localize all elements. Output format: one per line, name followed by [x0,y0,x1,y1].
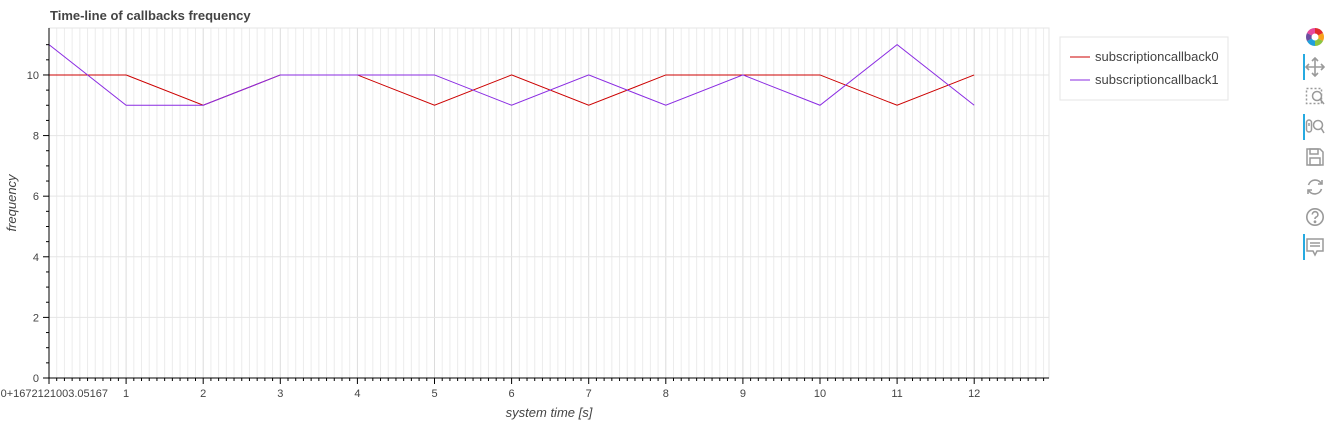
wheel-zoom-tool[interactable] [1300,112,1330,142]
help-tool[interactable] [1300,202,1330,232]
y-tick-label: 2 [33,312,39,324]
pan-icon [1305,57,1325,77]
hover-tool[interactable] [1300,232,1330,262]
x-tick-label: 8 [663,388,669,400]
y-tick-label: 4 [33,252,39,264]
legend-box [1059,36,1229,101]
bokeh-logo-icon [1304,26,1326,48]
help-icon [1305,207,1325,227]
x-tick-label: 12 [968,388,980,400]
reset-icon [1305,177,1325,197]
save-tool[interactable] [1300,142,1330,172]
y-tick-label: 6 [33,191,39,203]
reset-tool[interactable] [1300,172,1330,202]
x-axis-label: system time [s] [506,405,593,420]
series-line-1 [48,44,975,106]
y-tick-label: 8 [33,131,39,143]
y-tick-label: 10 [27,70,39,82]
series-layer [48,44,975,106]
x-tick-label: 4 [354,388,360,400]
y-tick-label: 0 [33,373,39,385]
pan-tool[interactable] [1300,52,1330,82]
legend: subscriptioncallback0 subscriptioncallbac… [1059,36,1229,101]
x-tick-label: 10 [814,388,826,400]
x-tick-label: 2 [200,388,206,400]
x-tick-label: 0+1672121003.05167 [1,388,108,400]
x-tick-label: 3 [277,388,283,400]
legend-label: subscriptioncallback1 [1095,72,1219,87]
x-tick-label: 9 [740,388,746,400]
toolbar [1300,22,1333,262]
box-zoom-icon [1305,87,1325,107]
x-tick-label: 6 [509,388,515,400]
plot-frame [48,27,1050,379]
wheel-zoom-icon [1305,117,1325,137]
x-tick-label: 1 [123,388,129,400]
grid [49,28,1049,378]
legend-label: subscriptioncallback0 [1095,49,1219,64]
x-tick-label: 11 [891,388,902,400]
save-icon [1305,147,1325,167]
x-tick-label: 7 [586,388,592,400]
chart-title: Time-line of callbacks frequency [50,8,251,23]
x-tick-label: 5 [431,388,437,400]
hover-icon [1305,237,1325,257]
box-zoom-tool[interactable] [1300,82,1330,112]
bokeh-logo-tool[interactable] [1300,22,1330,52]
y-axis-label: frequency [4,173,19,232]
